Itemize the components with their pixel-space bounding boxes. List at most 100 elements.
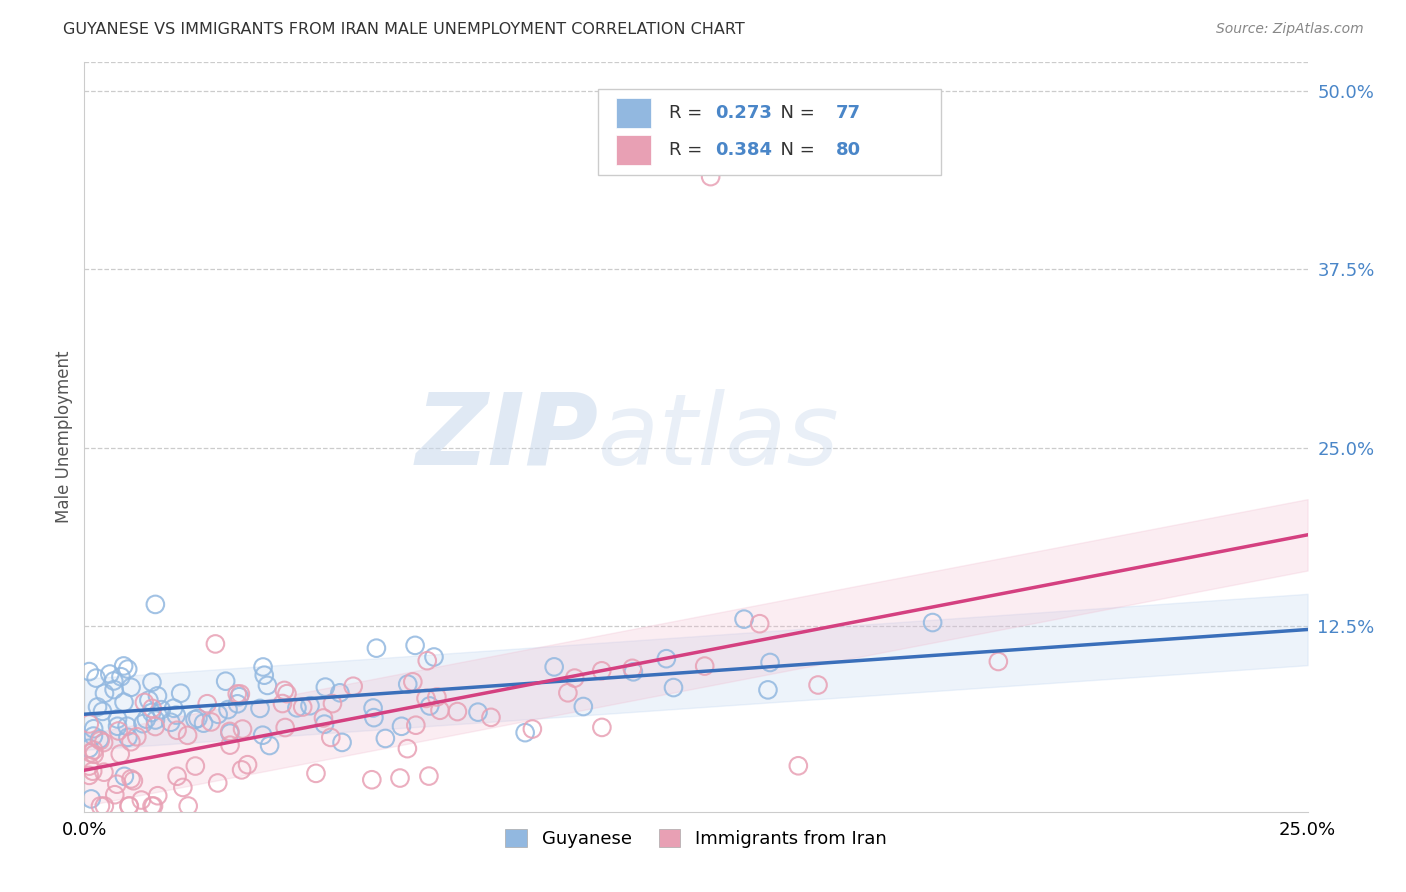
Point (176, 728, 198, 742)
Point (314, 717, 336, 731)
Point (77, 665, 100, 679)
Point (82, 764, 104, 779)
Point (228, 690, 250, 704)
Point (82, 729, 104, 743)
Point (218, 724, 240, 739)
Point (143, 598, 166, 612)
Point (132, 716, 155, 731)
Point (321, 697, 343, 711)
Point (522, 722, 544, 736)
Point (146, 789, 169, 803)
Point (165, 708, 187, 723)
Point (360, 772, 382, 787)
Point (195, 697, 218, 711)
Point (655, 651, 678, 665)
Point (329, 686, 352, 700)
Point (120, 772, 142, 786)
Point (204, 637, 226, 651)
Point (429, 703, 451, 717)
Point (557, 686, 579, 700)
Point (467, 705, 489, 719)
Point (363, 711, 385, 725)
Point (219, 726, 242, 740)
Point (93, 735, 115, 749)
Point (118, 799, 141, 814)
Point (807, 678, 830, 692)
Point (479, 710, 502, 724)
Point (285, 701, 308, 715)
Point (107, 712, 129, 726)
Text: N =: N = (769, 141, 821, 159)
Point (120, 735, 142, 749)
Point (184, 759, 207, 773)
Point (77, 768, 100, 782)
FancyBboxPatch shape (616, 135, 651, 165)
Point (93, 799, 115, 814)
Point (759, 656, 782, 670)
Point (117, 731, 139, 745)
Point (236, 757, 259, 772)
Point (93, 765, 115, 780)
Point (89, 732, 111, 747)
Point (122, 773, 145, 788)
Point (125, 730, 148, 744)
Point (93, 686, 115, 700)
Point (166, 723, 188, 738)
Point (366, 641, 388, 656)
Point (699, 169, 721, 184)
Point (396, 741, 419, 756)
Point (391, 719, 413, 733)
Text: N =: N = (769, 104, 821, 122)
Point (141, 706, 163, 720)
Point (118, 799, 141, 814)
Point (259, 739, 281, 753)
Point (107, 719, 129, 733)
Point (621, 661, 644, 675)
Text: 77: 77 (835, 104, 860, 122)
Point (89, 733, 111, 747)
Point (184, 713, 207, 727)
Point (142, 799, 165, 814)
Point (104, 788, 127, 802)
Point (215, 674, 238, 689)
Point (591, 664, 613, 678)
Point (79, 746, 101, 760)
Point (112, 769, 135, 783)
Point (107, 723, 129, 738)
Point (134, 695, 156, 709)
Point (404, 639, 426, 653)
Point (756, 682, 779, 697)
Point (232, 722, 254, 736)
Point (135, 712, 157, 726)
Point (131, 793, 153, 807)
Point (291, 700, 314, 714)
Point (249, 701, 271, 715)
Point (423, 650, 446, 665)
Point (143, 719, 166, 733)
Point (402, 674, 425, 689)
Text: 80: 80 (835, 141, 860, 159)
Text: atlas: atlas (598, 389, 839, 485)
Point (146, 689, 169, 703)
Point (572, 699, 595, 714)
Point (229, 687, 252, 701)
Point (921, 615, 943, 630)
Point (193, 716, 215, 731)
Point (170, 686, 193, 700)
Point (415, 691, 437, 706)
Point (298, 698, 321, 713)
Point (342, 679, 364, 693)
Point (150, 703, 173, 717)
Point (319, 731, 342, 745)
Point (166, 769, 188, 783)
Point (141, 701, 163, 715)
Text: 0.273: 0.273 (716, 104, 772, 122)
Point (138, 693, 160, 707)
Point (207, 707, 229, 722)
Point (330, 735, 353, 749)
Point (98, 667, 121, 681)
Point (115, 719, 138, 733)
Point (388, 771, 411, 785)
Point (305, 766, 328, 780)
Point (405, 718, 427, 732)
